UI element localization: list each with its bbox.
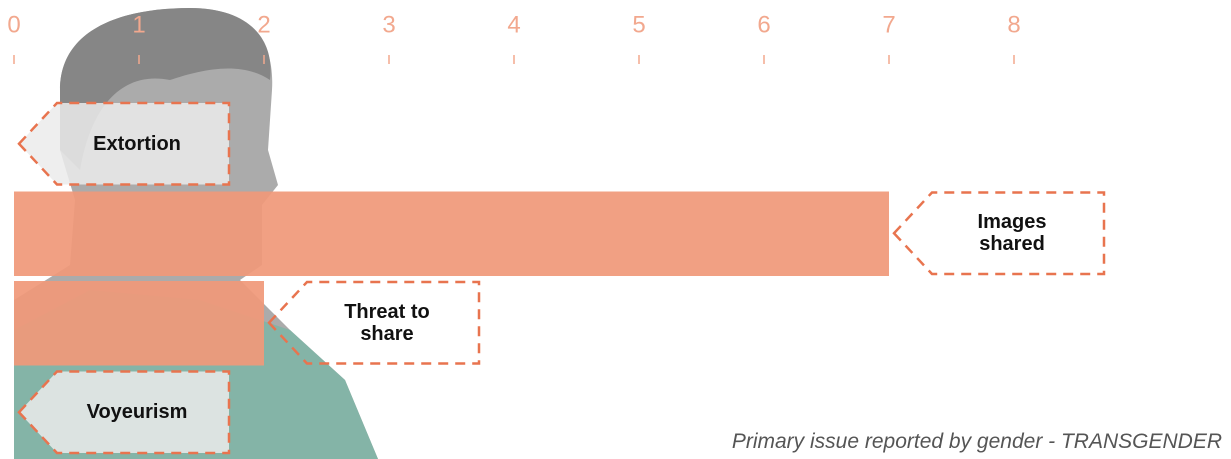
x-tick-label: 1 (132, 11, 145, 38)
bar (14, 281, 264, 366)
category-label: Voyeurism (86, 401, 188, 424)
category-label: Images shared (977, 211, 1047, 256)
x-tick-label: 7 (882, 11, 895, 38)
x-tick-label: 2 (257, 11, 270, 38)
bar (14, 191, 889, 276)
x-tick-label: 0 (7, 11, 20, 38)
x-tick-label: 6 (757, 11, 770, 38)
callout-fill (19, 103, 229, 185)
category-label: Threat to share (344, 300, 430, 345)
x-tick-label: 4 (507, 11, 520, 38)
x-tick-label: 8 (1007, 11, 1020, 38)
x-tick-label: 3 (382, 11, 395, 38)
category-label: Extortion (93, 132, 181, 155)
callout-fill (19, 371, 229, 453)
chart-title: Primary issue reported by gender - TRANS… (731, 430, 1222, 453)
x-tick-label: 5 (632, 11, 645, 38)
